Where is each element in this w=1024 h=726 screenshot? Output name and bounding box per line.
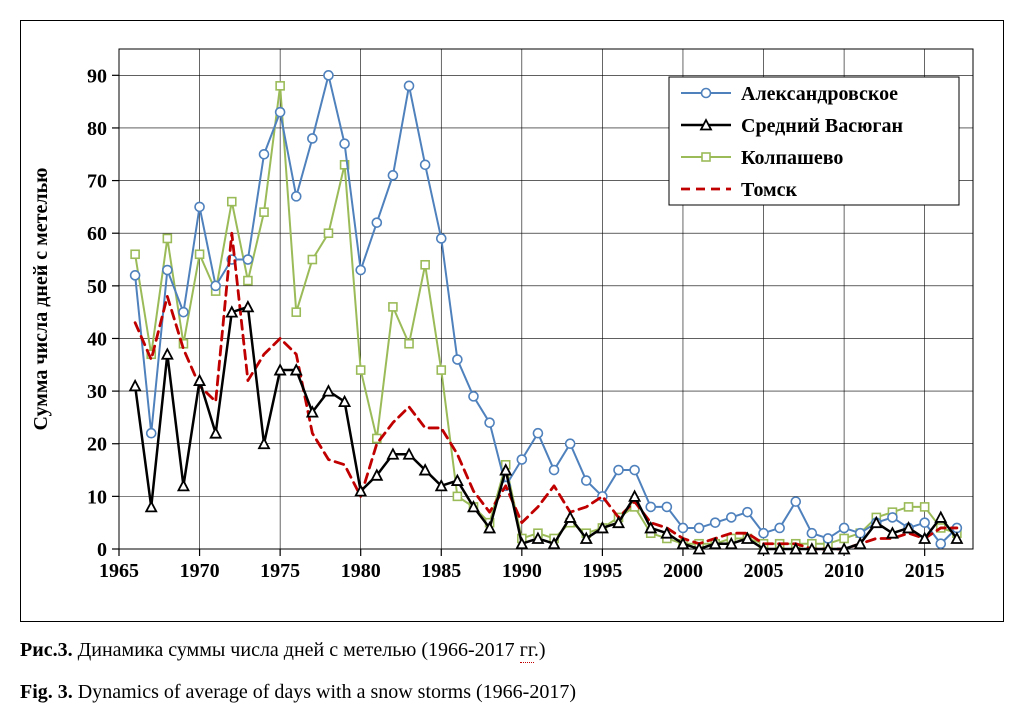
svg-text:50: 50 (87, 276, 107, 298)
svg-text:Александровское: Александровское (741, 83, 898, 105)
svg-text:0: 0 (97, 539, 107, 561)
svg-text:1965: 1965 (99, 560, 139, 582)
svg-text:2010: 2010 (824, 560, 864, 582)
caption-en-prefix: Fig. 3. (20, 681, 73, 703)
svg-text:1995: 1995 (582, 560, 622, 582)
svg-text:10: 10 (87, 486, 107, 508)
caption-en-text: Dynamics of average of days with a snow … (73, 681, 576, 703)
svg-text:1980: 1980 (341, 560, 381, 582)
caption-en: Fig. 3. Dynamics of average of days with… (20, 678, 1004, 706)
svg-text:Колпашево: Колпашево (741, 147, 843, 169)
svg-text:40: 40 (87, 328, 107, 350)
svg-text:1985: 1985 (421, 560, 461, 582)
svg-text:2005: 2005 (744, 560, 784, 582)
svg-text:80: 80 (87, 118, 107, 140)
svg-text:Сумма числа дней с метел: Сумма числа дней с метелью (30, 168, 52, 431)
svg-text:Средний Васюган: Средний Васюган (741, 115, 903, 137)
svg-text:1970: 1970 (180, 560, 220, 582)
caption-ru: Рис.3. Динамика суммы числа дней с метел… (20, 636, 1004, 664)
caption-ru-prefix: Рис.3. (20, 639, 73, 661)
figure-wrap: 0 10 20 30 40 50 60 70 80 90 1965 1970 1975 1980 1985 1… (20, 20, 1004, 706)
svg-text:Томск: Томск (741, 179, 798, 201)
chart-frame: 0 10 20 30 40 50 60 70 80 90 1965 1970 1975 1980 1985 1… (20, 20, 1004, 622)
svg-text:60: 60 (87, 223, 107, 245)
svg-text:30: 30 (87, 381, 107, 403)
svg-text:90: 90 (87, 65, 107, 87)
caption-ru-text-c: .) (534, 639, 546, 661)
svg-text:2000: 2000 (663, 560, 703, 582)
svg-text:2015: 2015 (905, 560, 945, 582)
svg-text:1975: 1975 (260, 560, 300, 582)
caption-ru-text-a: Динамика суммы числа дней с метелью (196… (73, 639, 520, 661)
svg-text:70: 70 (87, 171, 107, 193)
svg-text:1990: 1990 (502, 560, 542, 582)
svg-text:20: 20 (87, 434, 107, 456)
caption-ru-text-b: гг (520, 639, 534, 663)
line-chart: 0 10 20 30 40 50 60 70 80 90 1965 1970 1975 1980 1985 1… (21, 21, 1001, 619)
